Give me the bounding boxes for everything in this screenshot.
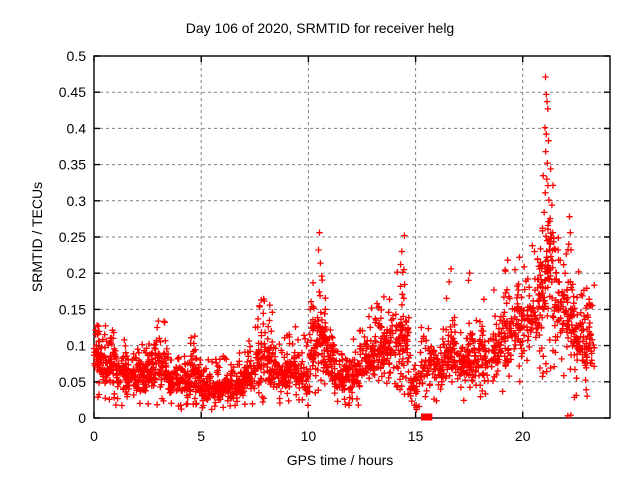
y-tick-label: 0.15 bbox=[59, 301, 86, 317]
y-tick-label: 0.25 bbox=[59, 229, 86, 245]
y-tick-label: 0.35 bbox=[59, 157, 86, 173]
y-tick-label: 0.4 bbox=[67, 120, 87, 136]
x-tick-label: 5 bbox=[197, 428, 205, 444]
x-tick-label: 20 bbox=[515, 428, 531, 444]
y-tick-label: 0.3 bbox=[67, 193, 87, 209]
x-axis-label: GPS time / hours bbox=[287, 452, 394, 468]
y-tick-label: 0.2 bbox=[67, 265, 87, 281]
x-tick-label: 10 bbox=[301, 428, 317, 444]
axis-square-marker bbox=[420, 413, 433, 421]
data-points bbox=[90, 73, 598, 419]
x-tick-labels: 0 5 10 15 20 bbox=[90, 428, 531, 444]
y-tick-labels: 0 0.05 0.1 0.15 0.2 0.25 0.3 0.35 0.4 0.45 0.5 bbox=[59, 48, 86, 426]
y-tick-label: 0 bbox=[78, 410, 86, 426]
x-tick-label: 0 bbox=[90, 428, 98, 444]
y-tick-label: 0.45 bbox=[59, 84, 86, 100]
y-tick-label: 0.05 bbox=[59, 374, 86, 390]
chart-title: Day 106 of 2020, SRMTID for receiver hel… bbox=[186, 20, 454, 36]
x-tick-label: 15 bbox=[408, 428, 424, 444]
y-tick-label: 0.5 bbox=[67, 48, 87, 64]
y-tick-label: 0.1 bbox=[67, 338, 87, 354]
y-axis-label: SRMTID / TECUs bbox=[29, 182, 45, 292]
